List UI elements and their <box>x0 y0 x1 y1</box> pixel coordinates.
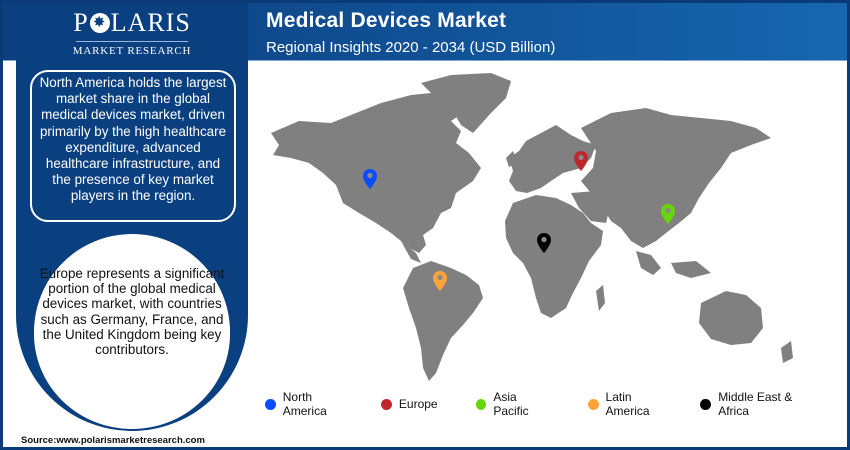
map-pin-north-america[interactable] <box>363 169 377 189</box>
location-pin-icon <box>574 151 588 171</box>
page-title: Medical Devices Market <box>266 9 507 32</box>
legend-dot-icon <box>475 398 487 410</box>
world-map <box>251 63 847 388</box>
map-pin-asia-pacific[interactable] <box>661 204 675 224</box>
logo-divider <box>76 41 188 42</box>
north-america-insight-box: North America holds the largest market s… <box>30 70 236 222</box>
legend-label: North America <box>282 390 327 418</box>
logo-letter-p: P <box>73 8 89 37</box>
legend-dot-icon <box>380 398 392 410</box>
legend-item-north-america: North America <box>265 390 357 418</box>
location-pin-icon <box>537 233 551 253</box>
location-pin-icon <box>433 271 447 291</box>
map-pin-middle-east-africa[interactable] <box>537 233 551 253</box>
location-pin-icon <box>363 169 377 189</box>
logo-tagline: MARKET RESEARCH <box>72 45 192 57</box>
legend-dot-icon <box>587 398 599 410</box>
legend-label: Latin America <box>605 390 650 418</box>
map-legend: North America Europe Asia Pacific Latin … <box>265 390 847 418</box>
logo-letters-laris: LARIS <box>110 8 191 37</box>
legend-dot-icon <box>265 398 276 410</box>
compass-star-icon <box>89 13 110 33</box>
map-pin-latin-america[interactable] <box>433 271 447 291</box>
legend-label: Europe <box>398 397 438 411</box>
europe-insight-text: Europe represents a significant portion … <box>39 266 225 358</box>
location-pin-icon <box>661 204 675 224</box>
legend-label: Asia Pacific <box>493 390 529 418</box>
polaris-logo: P LARIS MARKET RESEARCH <box>16 9 248 58</box>
legend-item-asia-pacific: Asia Pacific <box>475 390 554 418</box>
legend-item-latin-america: Latin America <box>587 390 677 418</box>
legend-item-middle-east-africa: Middle East & Africa <box>700 390 823 418</box>
world-map-silhouette <box>271 73 793 381</box>
europe-insight-circle <box>34 239 230 429</box>
logo-wordmark: P LARIS <box>16 9 248 37</box>
legend-item-europe: Europe <box>380 397 438 411</box>
legend-label: Middle East & Africa <box>718 390 793 418</box>
map-pin-europe[interactable] <box>574 151 588 171</box>
source-credit: Source:www.polarismarketresearch.com <box>21 435 205 446</box>
legend-dot-icon <box>700 398 712 410</box>
page-subtitle: Regional Insights 2020 - 2034 (USD Billi… <box>266 39 556 56</box>
